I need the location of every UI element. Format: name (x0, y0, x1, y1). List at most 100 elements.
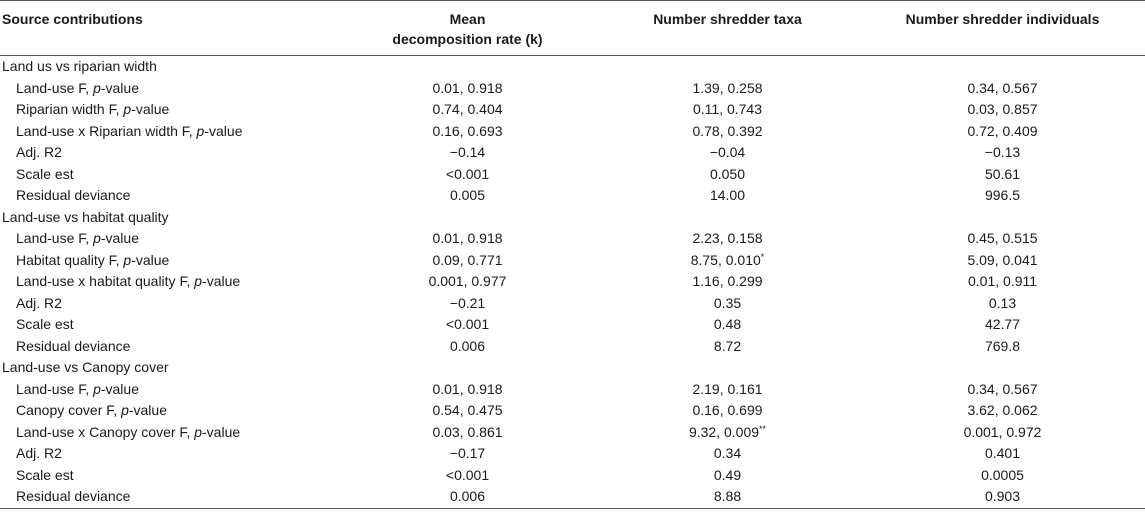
row-label-italic: p (93, 79, 101, 96)
row-label-text: Scale est (16, 165, 74, 182)
cell-shredder-taxa-value: 0.78, 0.392 (692, 122, 763, 139)
row-label-text: Riparian width F, (16, 101, 124, 117)
row-label: Residual deviance (0, 486, 340, 509)
row-label-suffix: -value (131, 251, 170, 268)
cell-shredder-taxa-value: 0.050 (709, 165, 746, 182)
table-row: Land-use x Canopy cover F, p-value 0.03, … (0, 422, 1145, 444)
row-label-italic: p (194, 423, 203, 440)
row-label: Adj. R2 (0, 443, 340, 465)
row-label: Land-use F, p-value (0, 379, 340, 401)
significance-marker: ** (759, 423, 767, 434)
row-label-italic: p (93, 230, 101, 246)
cell-shredder-individuals: −0.13 (984, 144, 1021, 160)
cell-shredder-taxa-value: 8.75, 0.010 (690, 251, 761, 268)
header-decomposition-rate: Mean decomposition rate (k) (340, 0, 595, 56)
cell-shredder-taxa: 14.00 (595, 185, 860, 207)
row-label-text: Land-use F, (16, 230, 94, 246)
cell-decomposition-rate: 0.09, 0.771 (432, 251, 503, 268)
table-body: Land us vs riparian width Land-use F, p-v… (0, 56, 1145, 509)
cell-decomposition-rate: −0.14 (449, 144, 486, 160)
cell-decomposition-rate: <0.001 (445, 165, 490, 182)
row-label: Habitat quality F, p-value (0, 250, 340, 272)
table-row: Land-use x habitat quality F, p-value 0.0… (0, 271, 1145, 293)
header-decomposition-rate-line2: decomposition rate (k) (392, 31, 543, 47)
table-row: Residual deviance 0.006 8.72 769.8 (0, 336, 1145, 358)
cell-shredder-individuals: 0.0005 (981, 466, 1024, 483)
cell-shredder-individuals: 0.72, 0.409 (967, 122, 1038, 139)
section-row: Land-use vs Canopy cover (0, 357, 1145, 379)
row-label-suffix: -value (100, 380, 139, 397)
cell-decomposition-rate: 0.01, 0.918 (432, 230, 503, 246)
cell-shredder-taxa: 0.16, 0.699 (595, 400, 860, 422)
section-row: Land-use vs habitat quality (0, 207, 1145, 229)
cell-shredder-individuals: 3.62, 0.062 (967, 402, 1038, 418)
cell-shredder-taxa: 0.35 (595, 293, 860, 315)
row-label-italic: p (196, 122, 205, 139)
row-label-italic: p (121, 402, 129, 418)
row-label: Residual deviance (0, 185, 340, 207)
table-row: Habitat quality F, p-value 0.09, 0.771 8.7… (0, 250, 1145, 272)
row-label-text: Residual deviance (16, 337, 131, 354)
statistics-table: Source contributions Mean decomposition … (0, 0, 1145, 509)
table-row: Adj. R2 −0.21 0.35 0.13 (0, 293, 1145, 315)
cell-shredder-taxa: 1.16, 0.299 (595, 271, 860, 293)
cell-decomposition-rate: 0.03, 0.861 (432, 423, 503, 440)
row-label-suffix: -value (131, 101, 170, 117)
row-label-text: Land-use x Riparian width F, (16, 122, 197, 139)
row-label: Scale est (0, 164, 340, 186)
row-label-suffix: -value (100, 230, 139, 246)
cell-shredder-taxa-value: 14.00 (709, 187, 746, 203)
row-label-text: Scale est (16, 466, 74, 483)
row-label-text: Adj. R2 (16, 445, 62, 461)
header-shredder-individuals: Number shredder individuals (860, 0, 1145, 56)
row-label: Residual deviance (0, 336, 340, 358)
cell-shredder-individuals: 0.34, 0.567 (967, 380, 1038, 397)
table-row: Riparian width F, p-value 0.74, 0.404 0.11… (0, 99, 1145, 121)
cell-shredder-taxa: −0.04 (595, 142, 860, 164)
row-label: Scale est (0, 465, 340, 487)
row-label-text: Canopy cover F, (16, 402, 122, 418)
table-row: Adj. R2 −0.17 0.34 0.401 (0, 443, 1145, 465)
cell-shredder-individuals: 0.34, 0.567 (967, 79, 1038, 96)
cell-shredder-individuals: 42.77 (984, 316, 1021, 332)
cell-shredder-individuals: 50.61 (984, 165, 1021, 182)
row-label-italic: p (93, 380, 101, 397)
row-label-italic: p (194, 273, 203, 289)
row-label-italic: p (123, 251, 132, 268)
cell-decomposition-rate: 0.005 (449, 187, 486, 203)
row-label-text: Residual deviance (16, 488, 131, 504)
header-shredder-taxa: Number shredder taxa (595, 0, 860, 56)
row-label-text: Residual deviance (16, 187, 131, 203)
cell-shredder-taxa-value: 0.34 (713, 445, 742, 461)
cell-shredder-taxa: 2.23, 0.158 (595, 228, 860, 250)
row-label-suffix: -value (202, 423, 241, 440)
table-row: Land-use F, p-value 0.01, 0.918 2.23, 0.15… (0, 228, 1145, 250)
cell-decomposition-rate: −0.21 (449, 294, 486, 311)
row-label-text: Land-use x habitat quality F, (16, 273, 195, 289)
cell-shredder-taxa-value: 2.23, 0.158 (692, 230, 763, 246)
table-row: Land-use F, p-value 0.01, 0.918 2.19, 0.16… (0, 379, 1145, 401)
table-row: Scale est <0.001 0.050 50.61 (0, 164, 1145, 186)
row-label: Land-use F, p-value (0, 228, 340, 250)
cell-decomposition-rate: 0.006 (340, 486, 595, 509)
cell-shredder-individuals: 0.03, 0.857 (967, 101, 1038, 117)
cell-shredder-taxa: 0.49 (595, 465, 860, 487)
section-title: Land-use vs habitat quality (2, 208, 169, 225)
header-source-contributions: Source contributions (0, 0, 340, 56)
significance-marker: * (760, 251, 765, 262)
cell-shredder-taxa: 0.48 (595, 314, 860, 336)
cell-shredder-individuals: 0.01, 0.911 (967, 273, 1038, 289)
cell-decomposition-rate: −0.17 (449, 445, 486, 461)
row-label-suffix: -value (100, 79, 139, 96)
cell-shredder-taxa-value: 0.48 (713, 316, 742, 332)
row-label: Scale est (0, 314, 340, 336)
cell-shredder-individuals: 0.903 (860, 486, 1145, 509)
cell-decomposition-rate: 0.74, 0.404 (432, 101, 503, 117)
cell-decomposition-rate: 0.01, 0.918 (432, 79, 503, 96)
cell-decomposition-rate: 0.54, 0.475 (432, 402, 503, 418)
row-label-text: Land-use F, (16, 79, 94, 96)
cell-shredder-individuals: 0.13 (988, 294, 1017, 311)
row-label-text: Scale est (16, 316, 74, 332)
cell-shredder-taxa: 9.32, 0.009** (595, 422, 860, 444)
table-row: Scale est <0.001 0.48 42.77 (0, 314, 1145, 336)
